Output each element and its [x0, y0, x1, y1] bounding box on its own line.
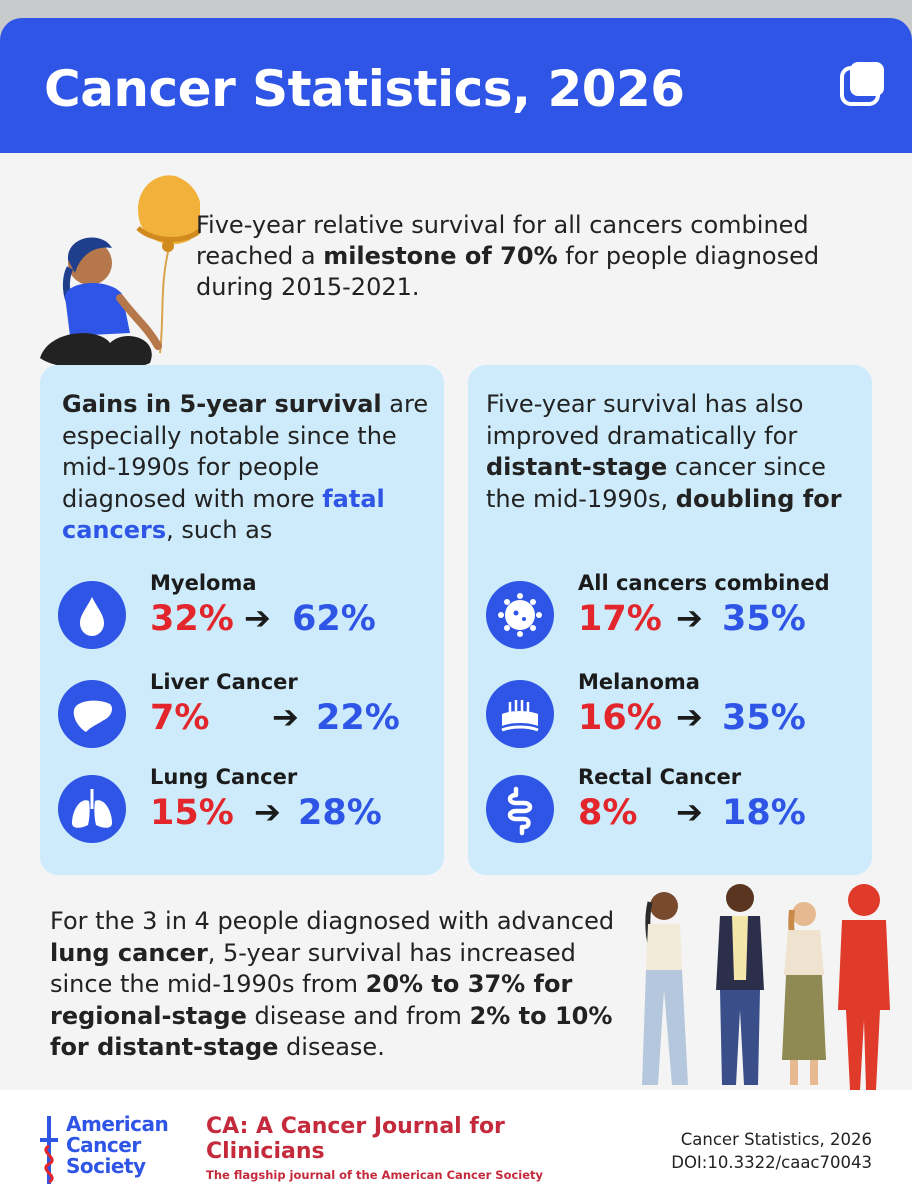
lungs-icon: [58, 775, 126, 843]
right-panel-intro: Five-year survival has also improved dra…: [486, 389, 858, 515]
stat-to-value: 35%: [722, 698, 806, 738]
stat-from-value: 16%: [578, 698, 662, 738]
stat-name: Myeloma: [150, 571, 257, 595]
left-panel-intro: Gains in 5-year survival are especially …: [62, 389, 434, 547]
stat-myeloma: Myeloma 32% ➔ 62%: [58, 571, 438, 657]
stat-rectal-cancer: Rectal Cancer 8% ➔ 18%: [486, 765, 866, 851]
bottom-text-7: disease.: [278, 1033, 385, 1061]
stat-to-value: 22%: [316, 698, 400, 738]
stat-name: Melanoma: [578, 670, 700, 694]
stat-from-value: 8%: [578, 793, 638, 833]
acs-name: American Cancer Society: [66, 1112, 169, 1178]
journal-title: CA: A Cancer Journal for Clinicians: [206, 1114, 505, 1164]
stat-all-cancers: All cancers combined 17% ➔ 35%: [486, 571, 866, 657]
arrow-icon: ➔: [676, 793, 703, 831]
lung-cancer-paragraph: For the 3 in 4 people diagnosed with adv…: [50, 906, 630, 1064]
bottom-text-4: 20% to 37% for regional-stage: [50, 970, 573, 1030]
stat-lung-cancer: Lung Cancer 15% ➔ 28%: [58, 765, 438, 851]
footer: American Cancer Society CA: A Cancer Jou…: [0, 1090, 912, 1200]
arrow-icon: ➔: [244, 599, 271, 637]
intro-text: Five-year relative survival for all canc…: [196, 211, 809, 270]
right-intro-mid: cancer since the mid-1990s,: [486, 453, 826, 513]
stat-name: All cancers combined: [578, 571, 830, 595]
stat-to-value: 35%: [722, 599, 806, 639]
left-intro-mid: are especially notable since the mid-199…: [62, 390, 429, 513]
stat-to-value: 18%: [722, 793, 806, 833]
stat-to-value: 28%: [298, 793, 382, 833]
stat-from-value: 17%: [578, 599, 662, 639]
copy-icon[interactable]: [838, 58, 890, 110]
citation-doi: DOI:10.3322/caac70043: [671, 1153, 872, 1172]
intestine-icon: [486, 775, 554, 843]
bottom-text-2: lung cancer: [50, 938, 208, 967]
stat-name: Lung Cancer: [150, 765, 298, 789]
intro-text-end: for people diagnosed during 2015-2021.: [196, 242, 820, 301]
left-stats-panel: Gains in 5-year survival are especially …: [40, 365, 444, 875]
arrow-icon: ➔: [254, 793, 281, 831]
stat-name: Liver Cancer: [150, 670, 298, 694]
bottom-text-3: , 5-year survival has increased since th…: [50, 938, 576, 999]
right-intro-bold: distant-stage: [486, 453, 668, 481]
stat-from-value: 7%: [150, 698, 210, 738]
stat-melanoma: Melanoma 16% ➔ 35%: [486, 670, 866, 756]
bottom-text-5: disease and from: [246, 1001, 470, 1030]
journal-tagline: The flagship journal of the American Can…: [206, 1168, 544, 1182]
acs-sword-logo-icon: [40, 1116, 58, 1184]
intro-paragraph: Five-year relative survival for all canc…: [196, 210, 876, 303]
arrow-icon: ➔: [676, 599, 703, 637]
drop-icon: [58, 581, 126, 649]
right-intro-start: Five-year survival has also improved dra…: [486, 390, 804, 450]
left-intro-highlight: fatal cancers: [62, 484, 385, 545]
stat-name: Rectal Cancer: [578, 765, 742, 789]
liver-icon: [58, 680, 126, 748]
bottom-text-1: For the 3 in 4 people diagnosed with adv…: [50, 907, 615, 935]
skin-icon: [486, 680, 554, 748]
infographic-card: Cancer Statistics, 2026 Five-year relati…: [0, 18, 912, 1200]
stat-from-value: 32%: [150, 599, 234, 639]
stat-liver-cancer: Liver Cancer 7% ➔ 22%: [58, 670, 438, 756]
right-stats-panel: Five-year survival has also improved dra…: [468, 365, 872, 875]
bottom-text-6: 2% to 10% for distant-stage: [50, 1001, 613, 1062]
right-intro-bold2: doubling for: [675, 484, 842, 513]
arrow-icon: ➔: [272, 698, 299, 736]
intro-milestone: milestone of 70%: [323, 242, 558, 270]
left-intro-bold: Gains in 5-year survival: [62, 390, 382, 418]
citation: Cancer Statistics, 2026 DOI:10.3322/caac…: [632, 1128, 872, 1174]
page-title: Cancer Statistics, 2026: [44, 60, 685, 118]
stat-to-value: 62%: [292, 599, 376, 639]
arrow-icon: ➔: [676, 698, 703, 736]
citation-title: Cancer Statistics, 2026: [680, 1130, 872, 1149]
stat-from-value: 15%: [150, 793, 234, 833]
people-group-illustration: [642, 884, 890, 1090]
header-banner: Cancer Statistics, 2026: [0, 18, 912, 153]
cell-icon: [486, 581, 554, 649]
person-with-bell-illustration: [40, 175, 200, 370]
left-intro-end: , such as: [166, 516, 273, 544]
